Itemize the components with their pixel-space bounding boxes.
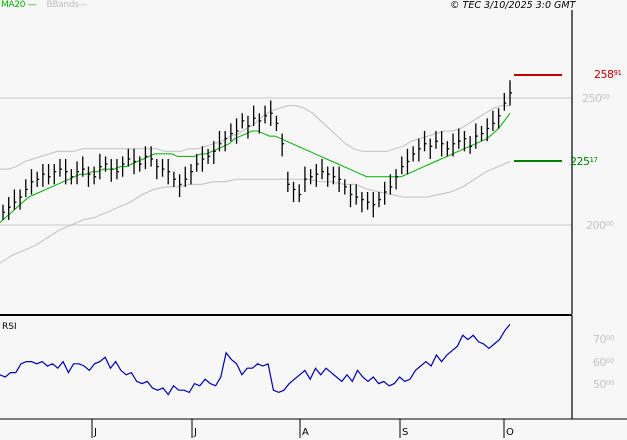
rsi-label-50: 5000 (593, 378, 614, 391)
x-axis-ticks (91, 419, 505, 438)
x-label-sep: S (402, 427, 409, 438)
rsi-label-int: 50 (593, 378, 607, 391)
copyright-timestamp: © TEC 3/10/2025 3:0 GMT (450, 0, 576, 11)
y-label-int: 250 (582, 92, 602, 105)
price-bars (2, 80, 512, 220)
ma20-line (0, 112, 511, 223)
x-label-jun: J (94, 427, 97, 438)
y-label-dec: 00 (605, 220, 614, 228)
rsi-title: RSI (2, 322, 17, 332)
legend-bbands: BBands— (46, 0, 87, 10)
support-int: 225 (570, 155, 590, 168)
rsi-label-dec: 00 (606, 379, 614, 387)
legend: MA20 — BBands— (1, 0, 88, 10)
rsi-line (0, 323, 511, 396)
support-dec: 17 (589, 156, 598, 164)
y-label-200: 20000 (586, 219, 614, 232)
rsi-label-dec: 00 (606, 334, 614, 342)
x-label-jul: J (194, 427, 197, 438)
support-label: 22517 (570, 155, 598, 168)
y-label-250: 25000 (582, 92, 610, 105)
y-label-dec: 00 (601, 93, 610, 101)
x-label-aug: A (302, 427, 309, 438)
resistance-label: 25891 (594, 68, 622, 81)
legend-ma20: MA20 — (1, 0, 37, 10)
rsi-label-int: 60 (593, 356, 607, 369)
legend-ma20-label: MA20 (1, 0, 26, 10)
rsi-label-70: 7000 (593, 333, 614, 346)
rsi-label-60: 6000 (593, 356, 614, 369)
legend-ma20-swatch: — (27, 0, 37, 10)
resistance-int: 258 (594, 68, 614, 81)
rsi-label-dec: 00 (606, 357, 614, 365)
y-label-int: 200 (586, 219, 606, 232)
legend-bbands-swatch: — (78, 0, 88, 10)
rsi-label-int: 70 (593, 333, 607, 346)
x-label-oct: O (506, 427, 514, 438)
resistance-dec: 91 (613, 69, 622, 77)
legend-bbands-label: BBands (46, 0, 79, 10)
